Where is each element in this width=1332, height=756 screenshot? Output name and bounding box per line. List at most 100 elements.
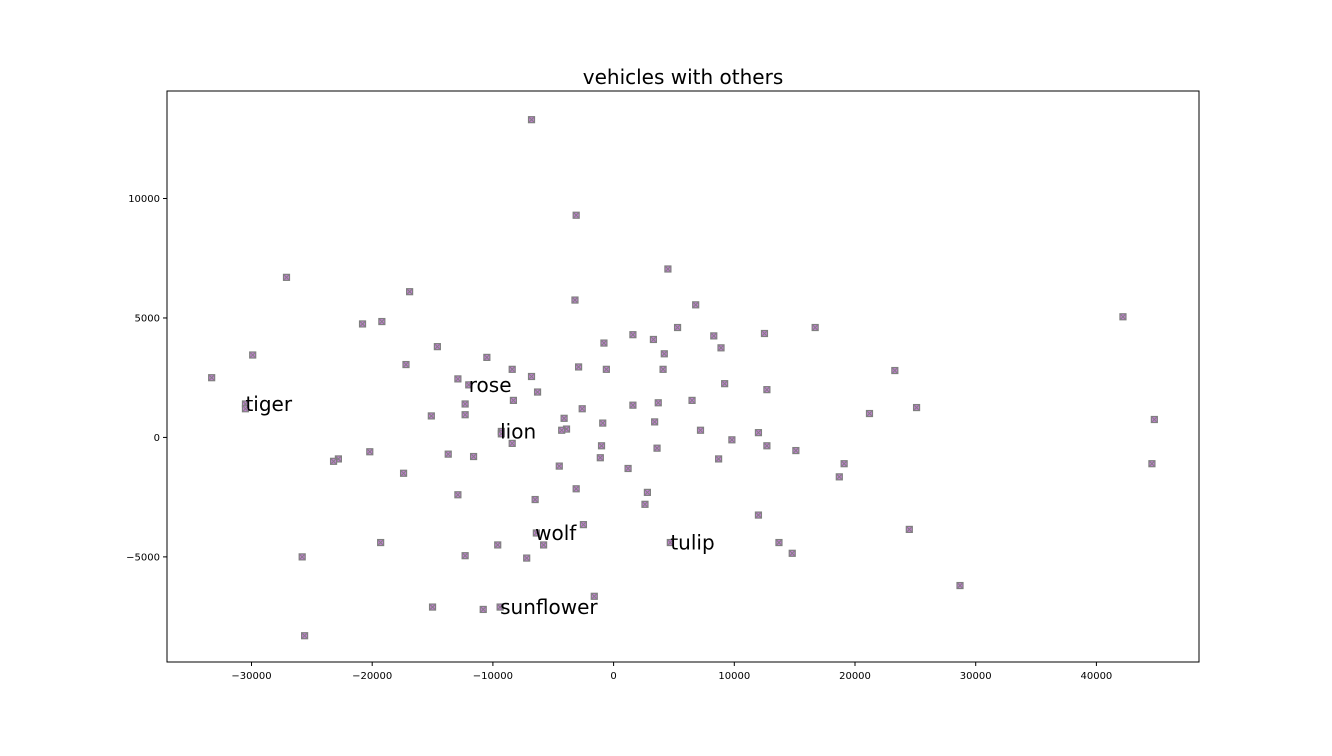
data-point — [891, 366, 899, 375]
data-point — [301, 632, 309, 640]
data-point — [629, 401, 637, 409]
data-point — [574, 363, 583, 371]
data-point — [461, 411, 469, 419]
data-point — [496, 603, 504, 611]
data-point — [688, 396, 696, 404]
data-point — [596, 454, 604, 462]
data-point — [433, 343, 441, 351]
data-point — [531, 495, 539, 504]
data-point — [666, 538, 674, 547]
data-point — [494, 541, 502, 549]
data-point — [715, 455, 723, 463]
x-tick-label: −30000 — [231, 671, 271, 682]
data-point — [461, 552, 469, 560]
data-point — [523, 554, 531, 562]
data-point — [579, 521, 588, 529]
data-point — [427, 412, 435, 420]
data-point — [399, 469, 408, 477]
data-point — [508, 365, 516, 373]
data-point — [208, 374, 216, 382]
data-point — [775, 538, 783, 547]
data-point — [366, 448, 374, 456]
data-point — [692, 301, 700, 309]
data-point — [358, 320, 367, 328]
data-point — [249, 351, 257, 359]
data-point — [763, 442, 771, 450]
data-point — [653, 444, 661, 452]
data-point — [728, 436, 736, 444]
data-point — [835, 473, 843, 481]
data-point — [624, 464, 632, 473]
y-tick-label: 10000 — [128, 194, 160, 205]
data-point — [811, 323, 819, 332]
points-layer — [208, 116, 1158, 640]
axes-layer: −30000 −20000 −10000 0 10000 20000 30000 40000 −… — [126, 90, 1200, 682]
data-point — [840, 460, 848, 468]
annotation-label: tulip — [670, 531, 714, 555]
data-point — [602, 365, 610, 373]
data-point — [469, 452, 478, 461]
data-point — [571, 296, 579, 304]
data-point — [1148, 460, 1156, 468]
data-point — [660, 350, 668, 358]
data-point — [461, 400, 469, 408]
data-point — [572, 485, 580, 493]
annotation-label: rose — [469, 373, 512, 397]
data-point — [378, 317, 386, 326]
data-point — [428, 603, 437, 611]
data-point — [865, 409, 874, 418]
data-point — [532, 529, 540, 537]
data-point — [673, 323, 682, 332]
data-point — [600, 339, 608, 347]
data-point — [527, 116, 536, 124]
data-point — [649, 335, 658, 344]
annotations-layer: tiger rose lion wolf tulip sunflower — [245, 373, 714, 619]
data-point — [763, 386, 771, 394]
data-point — [578, 405, 586, 413]
y-tick-label: 5000 — [135, 313, 160, 324]
x-tick-label: 0 — [610, 671, 616, 682]
data-point — [527, 372, 536, 381]
data-point — [717, 344, 725, 352]
data-point — [590, 592, 598, 600]
axes-frame — [166, 90, 1200, 663]
annotation-label: wolf — [535, 521, 577, 545]
x-tick-label: 40000 — [1080, 671, 1112, 682]
data-point — [643, 488, 651, 496]
data-point — [664, 265, 672, 273]
x-tick-label: 30000 — [960, 671, 992, 682]
data-point — [555, 462, 563, 470]
data-point — [241, 405, 250, 413]
data-point — [641, 500, 649, 508]
data-point — [788, 549, 796, 557]
data-point — [710, 332, 718, 340]
data-point — [629, 331, 637, 339]
data-point — [696, 426, 705, 434]
x-tick-label: 20000 — [839, 671, 871, 682]
data-point — [754, 429, 763, 437]
data-point — [483, 353, 491, 361]
data-point — [282, 273, 291, 281]
data-point — [533, 388, 542, 396]
x-tick-label: 10000 — [718, 671, 750, 682]
data-point — [912, 403, 921, 412]
data-point — [509, 396, 518, 404]
data-point — [454, 375, 462, 383]
y-tick-label: −5000 — [126, 552, 160, 563]
data-point — [539, 541, 548, 549]
data-point — [654, 399, 662, 407]
chart-title: vehicles with others — [583, 65, 784, 89]
data-point — [377, 538, 385, 547]
data-point — [298, 553, 306, 561]
data-point — [454, 491, 462, 499]
data-point — [406, 288, 414, 296]
data-point — [497, 430, 505, 438]
data-point — [597, 442, 606, 450]
data-point — [572, 211, 580, 219]
annotation-label: tiger — [245, 392, 292, 416]
y-tick-label: 0 — [154, 433, 160, 444]
data-point — [721, 380, 729, 388]
data-point — [402, 360, 410, 369]
